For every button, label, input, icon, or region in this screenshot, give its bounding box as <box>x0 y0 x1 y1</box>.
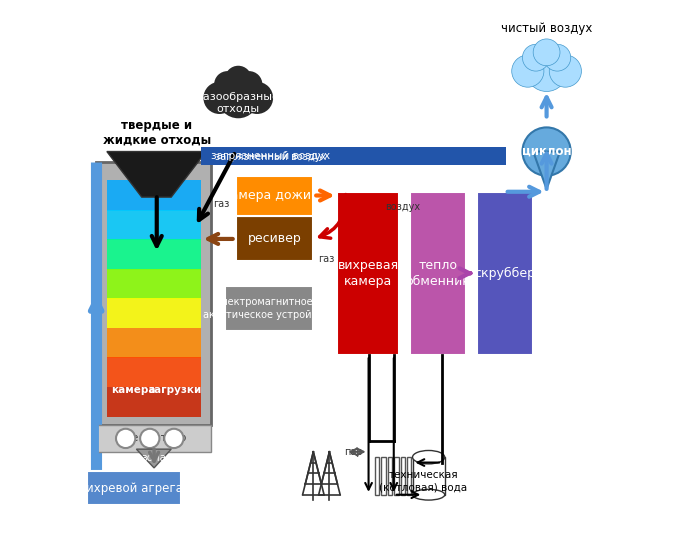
FancyBboxPatch shape <box>107 269 200 299</box>
Circle shape <box>241 82 273 114</box>
Text: чистый воздух: чистый воздух <box>501 22 592 34</box>
Text: пар: пар <box>344 447 363 457</box>
Text: циклон: циклон <box>522 145 571 158</box>
Circle shape <box>522 44 549 71</box>
Circle shape <box>533 39 560 66</box>
Text: камера дожига: камера дожига <box>223 189 325 202</box>
Circle shape <box>116 429 135 448</box>
Text: р е а к т о р: р е а к т о р <box>122 433 186 444</box>
Circle shape <box>214 71 241 98</box>
FancyBboxPatch shape <box>87 471 181 506</box>
Circle shape <box>164 429 184 448</box>
Text: твердые и
жидкие отходы: твердые и жидкие отходы <box>103 119 211 147</box>
FancyBboxPatch shape <box>107 387 200 417</box>
FancyBboxPatch shape <box>96 425 211 452</box>
Circle shape <box>527 51 567 92</box>
Text: скруббер: скруббер <box>475 267 536 280</box>
Text: техническая
(котловая) вода: техническая (котловая) вода <box>379 471 467 492</box>
Circle shape <box>203 82 236 114</box>
Circle shape <box>218 78 258 118</box>
FancyBboxPatch shape <box>107 239 200 270</box>
Text: камера: камера <box>111 385 155 395</box>
Text: тепло
обменник: тепло обменник <box>406 259 471 288</box>
FancyBboxPatch shape <box>107 357 200 388</box>
FancyBboxPatch shape <box>236 216 313 261</box>
FancyBboxPatch shape <box>337 192 399 355</box>
FancyBboxPatch shape <box>200 148 504 165</box>
Circle shape <box>544 44 571 71</box>
FancyBboxPatch shape <box>410 192 466 355</box>
FancyBboxPatch shape <box>107 299 200 328</box>
Text: загрузки: загрузки <box>149 385 202 395</box>
Text: зола: зола <box>142 453 167 463</box>
Ellipse shape <box>413 451 445 464</box>
Text: газ: газ <box>319 254 335 264</box>
Text: ресивер: ресивер <box>247 232 301 245</box>
Circle shape <box>236 71 263 98</box>
Polygon shape <box>136 449 171 468</box>
Text: газ: газ <box>213 199 229 209</box>
Circle shape <box>522 127 571 176</box>
Polygon shape <box>107 151 206 197</box>
FancyBboxPatch shape <box>200 148 504 165</box>
FancyBboxPatch shape <box>477 192 533 355</box>
Text: электромагнитное и
акустическое устройство: электромагнитное и акустическое устройст… <box>203 297 334 320</box>
Circle shape <box>512 55 544 87</box>
Circle shape <box>225 66 252 93</box>
Polygon shape <box>533 151 560 189</box>
Text: загрязненный воздух: загрязненный воздух <box>211 151 330 161</box>
FancyBboxPatch shape <box>107 328 200 358</box>
FancyBboxPatch shape <box>413 457 445 495</box>
FancyBboxPatch shape <box>96 162 211 425</box>
Circle shape <box>549 55 581 87</box>
FancyBboxPatch shape <box>225 286 313 331</box>
FancyBboxPatch shape <box>107 210 200 240</box>
FancyBboxPatch shape <box>236 176 313 216</box>
FancyBboxPatch shape <box>200 147 507 165</box>
FancyArrowPatch shape <box>320 195 346 238</box>
Circle shape <box>140 429 160 448</box>
FancyBboxPatch shape <box>107 181 200 211</box>
Text: газообразные
отходы: газообразные отходы <box>198 93 279 114</box>
Text: воздух: воздух <box>386 202 420 212</box>
Text: вихревой агрегат: вихревой агрегат <box>79 481 189 494</box>
Text: загрязненный воздух: загрязненный воздух <box>215 152 326 162</box>
Text: вихревая
камера: вихревая камера <box>338 259 399 288</box>
Ellipse shape <box>413 489 445 500</box>
